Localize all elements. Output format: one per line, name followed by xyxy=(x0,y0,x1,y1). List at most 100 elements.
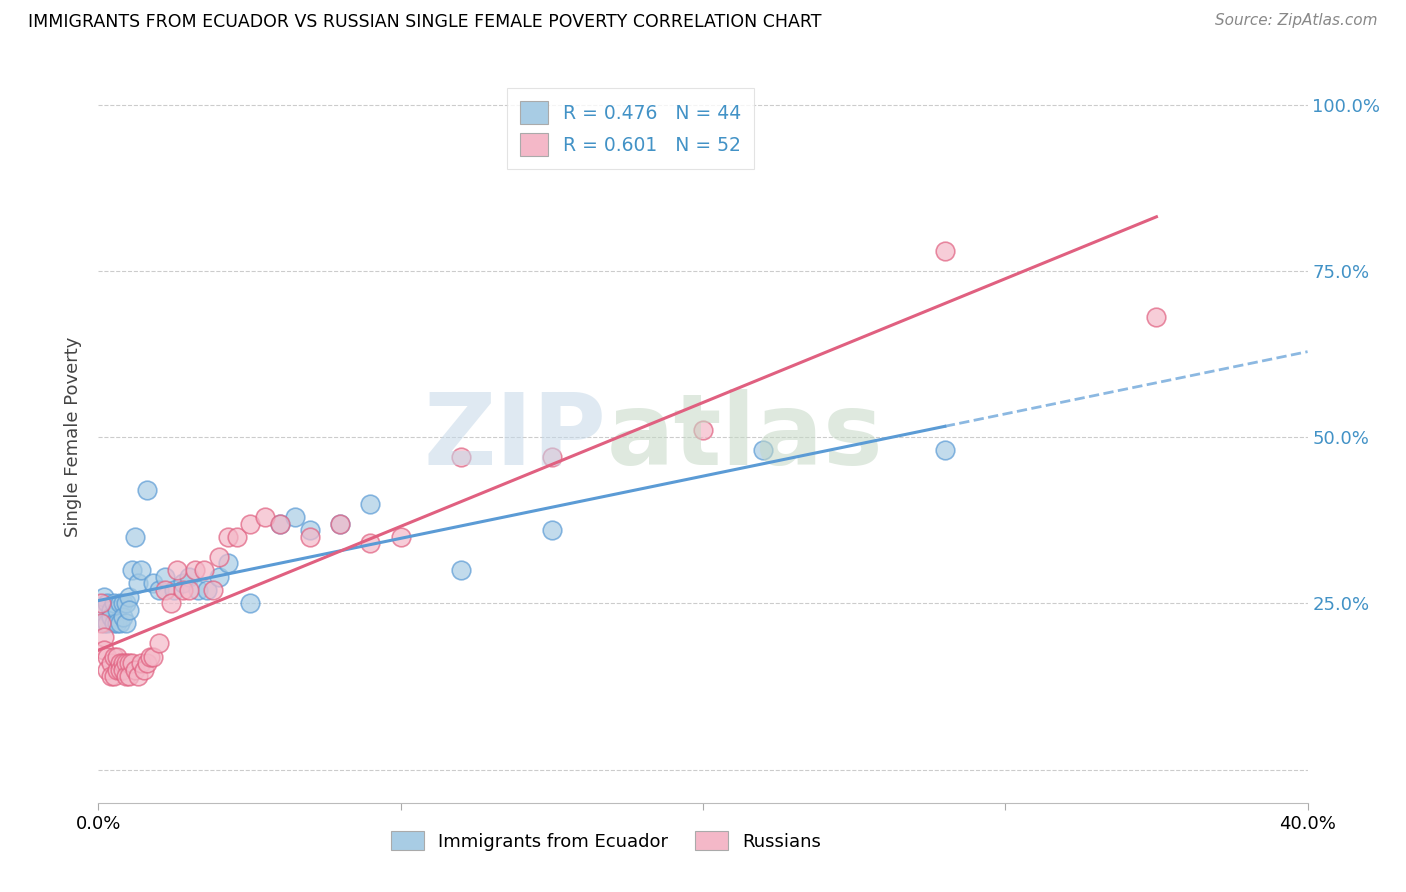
Point xyxy=(93,630,115,644)
Point xyxy=(108,656,131,670)
Point xyxy=(103,616,125,631)
Point xyxy=(1144,310,1167,325)
Point xyxy=(108,616,131,631)
Point xyxy=(153,570,176,584)
Point xyxy=(118,656,141,670)
Point xyxy=(239,516,262,531)
Point xyxy=(153,582,176,597)
Point xyxy=(163,582,186,597)
Point xyxy=(172,576,194,591)
Point xyxy=(135,656,157,670)
Point xyxy=(114,616,136,631)
Point xyxy=(226,530,249,544)
Point xyxy=(360,497,382,511)
Point xyxy=(96,616,118,631)
Point xyxy=(139,649,162,664)
Legend: Immigrants from Ecuador, Russians: Immigrants from Ecuador, Russians xyxy=(382,822,830,860)
Point xyxy=(129,563,152,577)
Point xyxy=(540,450,562,464)
Point xyxy=(118,590,141,604)
Point xyxy=(114,596,136,610)
Point xyxy=(103,669,125,683)
Point xyxy=(93,616,115,631)
Point xyxy=(105,649,128,664)
Point xyxy=(111,596,134,610)
Text: Source: ZipAtlas.com: Source: ZipAtlas.com xyxy=(1215,13,1378,29)
Point xyxy=(934,443,956,458)
Point xyxy=(100,656,122,670)
Point xyxy=(692,424,714,438)
Point xyxy=(253,509,276,524)
Point xyxy=(111,609,134,624)
Point xyxy=(111,663,134,677)
Point xyxy=(179,582,201,597)
Point xyxy=(160,596,183,610)
Y-axis label: Single Female Poverty: Single Female Poverty xyxy=(65,337,83,537)
Point xyxy=(217,557,239,571)
Point xyxy=(114,656,136,670)
Point xyxy=(96,649,118,664)
Point xyxy=(208,570,231,584)
Text: IMMIGRANTS FROM ECUADOR VS RUSSIAN SINGLE FEMALE POVERTY CORRELATION CHART: IMMIGRANTS FROM ECUADOR VS RUSSIAN SINGL… xyxy=(28,13,821,31)
Point xyxy=(118,603,141,617)
Text: atlas: atlas xyxy=(606,389,883,485)
Point xyxy=(90,596,112,610)
Point xyxy=(389,530,412,544)
Point xyxy=(132,663,155,677)
Point xyxy=(450,563,472,577)
Point xyxy=(90,603,112,617)
Text: ZIP: ZIP xyxy=(423,389,606,485)
Point xyxy=(142,576,165,591)
Point xyxy=(179,570,201,584)
Point xyxy=(184,563,207,577)
Point xyxy=(127,576,149,591)
Point xyxy=(269,516,291,531)
Point xyxy=(329,516,352,531)
Point xyxy=(299,530,322,544)
Point xyxy=(269,516,291,531)
Point xyxy=(111,656,134,670)
Point xyxy=(108,596,131,610)
Point xyxy=(329,516,352,531)
Point xyxy=(193,563,215,577)
Point xyxy=(124,530,146,544)
Point xyxy=(93,643,115,657)
Point xyxy=(114,669,136,683)
Point xyxy=(284,509,307,524)
Point xyxy=(121,563,143,577)
Point xyxy=(148,582,170,597)
Point xyxy=(135,483,157,498)
Point xyxy=(450,450,472,464)
Point xyxy=(208,549,231,564)
Point xyxy=(187,582,209,597)
Point xyxy=(129,656,152,670)
Point xyxy=(142,649,165,664)
Point xyxy=(148,636,170,650)
Point xyxy=(239,596,262,610)
Point xyxy=(934,244,956,258)
Point xyxy=(93,590,115,604)
Point xyxy=(108,663,131,677)
Point xyxy=(172,582,194,597)
Point xyxy=(103,649,125,664)
Point xyxy=(121,656,143,670)
Point xyxy=(100,609,122,624)
Point xyxy=(360,536,382,550)
Point xyxy=(195,582,218,597)
Point xyxy=(103,596,125,610)
Point xyxy=(96,596,118,610)
Point xyxy=(105,663,128,677)
Point xyxy=(299,523,322,537)
Point xyxy=(540,523,562,537)
Point xyxy=(118,669,141,683)
Point xyxy=(96,663,118,677)
Point xyxy=(105,603,128,617)
Point xyxy=(90,616,112,631)
Point xyxy=(105,616,128,631)
Point xyxy=(124,663,146,677)
Point xyxy=(217,530,239,544)
Point xyxy=(100,603,122,617)
Point xyxy=(127,669,149,683)
Point xyxy=(202,582,225,597)
Point xyxy=(166,563,188,577)
